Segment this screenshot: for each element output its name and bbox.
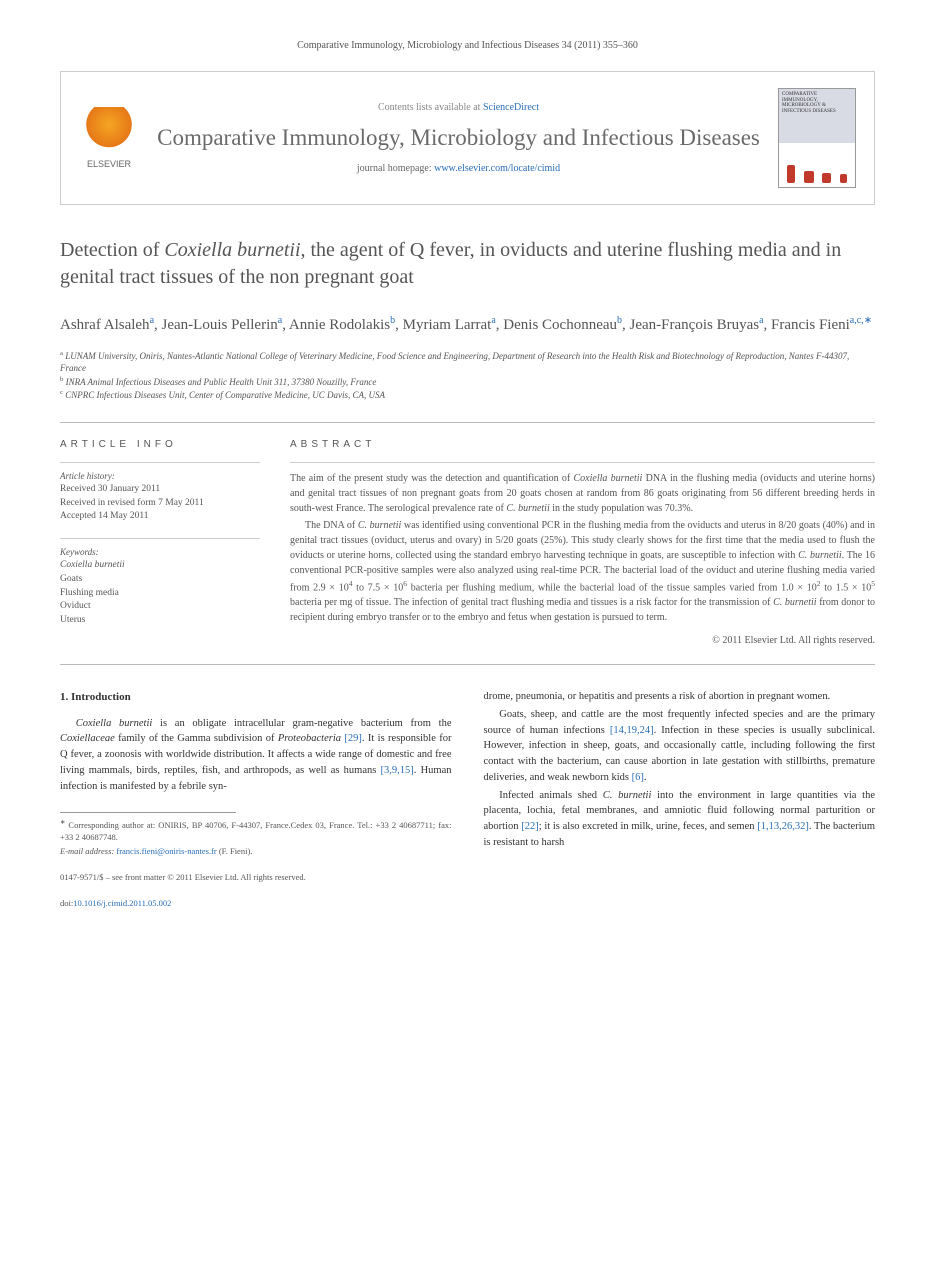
history-received: Received 30 January 2011 (60, 483, 260, 497)
history-label: Article history: (60, 471, 260, 481)
ref-3-9-15-link[interactable]: [3,9,15] (381, 765, 414, 776)
ref-22-link[interactable]: [22] (521, 821, 539, 832)
journal-homepage-line: journal homepage: www.elsevier.com/locat… (155, 163, 762, 174)
affiliation-c: CNPRC Infectious Diseases Unit, Center o… (65, 390, 385, 400)
journal-header-box: ELSEVIER Contents lists available at Sci… (60, 71, 875, 205)
keyword-4: Uterus (60, 614, 260, 628)
abstract-body: The aim of the present study was the det… (290, 462, 875, 648)
ref-14-19-24-link[interactable]: [14,19,24] (610, 725, 654, 736)
ref-1-13-26-32-link[interactable]: [1,13,26,32] (757, 821, 809, 832)
article-info-heading: ARTICLE INFO (60, 439, 260, 450)
journal-title: Comparative Immunology, Microbiology and… (155, 123, 762, 153)
email-suffix: (F. Fieni). (217, 846, 253, 856)
body-two-column: 1. Introduction Coxiella burnetii is an … (60, 689, 875, 910)
corresponding-text: Corresponding author at: ONIRIS, BP 4070… (60, 820, 452, 842)
section-1-heading: 1. Introduction (60, 689, 452, 706)
footnote-separator (60, 812, 236, 813)
keyword-2: Flushing media (60, 587, 260, 601)
keyword-3: Oviduct (60, 600, 260, 614)
article-title: Detection of Coxiella burnetii, the agen… (60, 237, 875, 291)
affiliations: a LUNAM University, Oniris, Nantes-Atlan… (60, 349, 875, 402)
intro-p1: Coxiella burnetii is an obligate intrace… (60, 716, 452, 795)
keyword-0: Coxiella burnetii (60, 559, 260, 573)
contents-prefix: Contents lists available at (378, 102, 483, 113)
intro-p1-cont: drome, pneumonia, or hepatitis and prese… (484, 689, 876, 705)
affiliation-b: INRA Animal Infectious Diseases and Publ… (66, 377, 377, 387)
author-list: Ashraf Alsaleha, Jean-Louis Pellerina, A… (60, 313, 875, 337)
email-label: E-mail address: (60, 846, 114, 856)
homepage-link[interactable]: www.elsevier.com/locate/cimid (434, 163, 560, 174)
abstract-heading: ABSTRACT (290, 439, 875, 450)
body-column-right: drome, pneumonia, or hepatitis and prese… (484, 689, 876, 910)
ref-29-link[interactable]: [29] (344, 733, 362, 744)
body-column-left: 1. Introduction Coxiella burnetii is an … (60, 689, 452, 910)
abstract-p2: The DNA of C. burnetii was identified us… (290, 518, 875, 625)
corresponding-author-footnote: ∗ Corresponding author at: ONIRIS, BP 40… (60, 819, 452, 844)
elsevier-tree-icon (84, 107, 134, 157)
journal-cover-thumbnail: COMPARATIVE IMMUNOLOGY, MICROBIOLOGY & I… (778, 88, 856, 188)
abstract-p1: The aim of the present study was the det… (290, 471, 875, 516)
sciencedirect-link[interactable]: ScienceDirect (483, 102, 539, 113)
elsevier-logo: ELSEVIER (79, 103, 139, 173)
contents-available-line: Contents lists available at ScienceDirec… (155, 102, 762, 113)
intro-p3: Infected animals shed C. burnetii into t… (484, 788, 876, 851)
ref-6-link[interactable]: [6] (632, 772, 644, 783)
cover-thumb-title: COMPARATIVE IMMUNOLOGY, MICROBIOLOGY & I… (782, 92, 852, 114)
keyword-1: Goats (60, 573, 260, 587)
affiliation-a: LUNAM University, Oniris, Nantes-Atlanti… (60, 351, 849, 374)
doi-line: doi:10.1016/j.cimid.2011.05.002 (60, 898, 452, 910)
front-matter-line: 0147-9571/$ – see front matter © 2011 El… (60, 872, 452, 884)
doi-label: doi: (60, 898, 73, 908)
header-citation: Comparative Immunology, Microbiology and… (60, 40, 875, 51)
homepage-prefix: journal homepage: (357, 163, 434, 174)
history-revised: Received in revised form 7 May 2011 (60, 497, 260, 511)
corresponding-email-link[interactable]: francis.fieni@oniris-nantes.fr (116, 846, 216, 856)
intro-p2: Goats, sheep, and cattle are the most fr… (484, 707, 876, 786)
elsevier-label: ELSEVIER (87, 159, 131, 169)
keywords-label: Keywords: (60, 547, 260, 557)
history-accepted: Accepted 14 May 2011 (60, 510, 260, 524)
cover-animal-silhouettes (783, 153, 851, 183)
doi-link[interactable]: 10.1016/j.cimid.2011.05.002 (73, 898, 171, 908)
abstract-copyright: © 2011 Elsevier Ltd. All rights reserved… (290, 633, 875, 648)
email-footnote: E-mail address: francis.fieni@oniris-nan… (60, 846, 452, 858)
